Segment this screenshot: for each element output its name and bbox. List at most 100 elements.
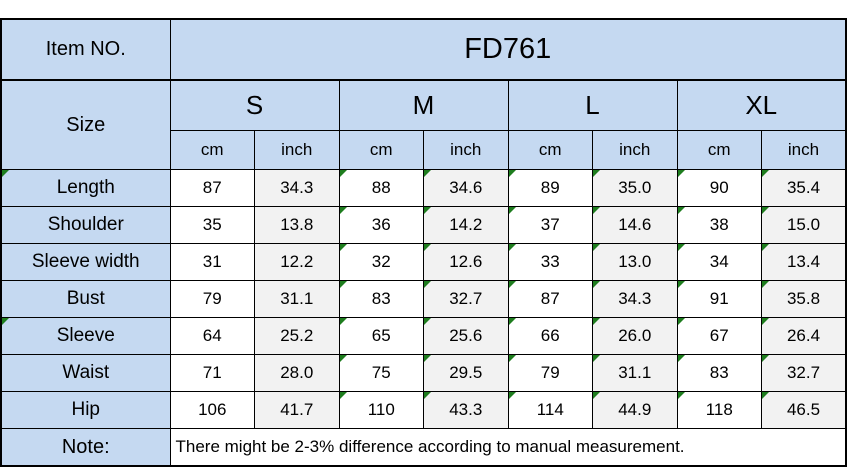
table-cell: 35.4: [761, 169, 847, 207]
size-header-row: Size S M L XL: [0, 79, 847, 170]
green-corner-flag-icon: [762, 244, 769, 251]
cell-value: 15.0: [786, 215, 821, 234]
table-cell: 13.0: [592, 243, 678, 281]
cell-value: 34.3: [618, 289, 652, 308]
cell-value: 35.0: [618, 178, 652, 197]
table-cell: 87: [169, 169, 255, 207]
unit-header-row: cm inch cm inch cm inch cm inch: [1, 130, 847, 170]
table-row-hip: Hip 106 41.7 110 43.3 114 44.9 118 46.5: [0, 391, 847, 429]
table-cell: 44.9: [592, 391, 678, 429]
green-corner-flag-icon: [677, 244, 685, 251]
green-corner-flag-icon: [762, 207, 769, 214]
green-corner-flag-icon: [508, 318, 516, 325]
table-cell: 25.6: [423, 317, 509, 355]
table-cell: 36: [338, 206, 424, 244]
table-cell: 106: [169, 391, 255, 429]
table-cell: 37: [507, 206, 593, 244]
cell-value: 35.4: [786, 178, 821, 197]
green-corner-flag-icon: [2, 170, 9, 177]
unit-header: inch: [423, 130, 509, 170]
table-cell: 35: [169, 206, 255, 244]
table-cell: 31.1: [592, 354, 678, 392]
cell-value: 44.9: [618, 400, 652, 419]
green-corner-flag-icon: [508, 244, 516, 251]
green-corner-flag-icon: [508, 355, 516, 362]
table-cell: 43.3: [423, 391, 509, 429]
green-corner-flag-icon: [508, 281, 516, 288]
table-cell: 110: [338, 391, 424, 429]
cell-value: 83: [709, 363, 729, 382]
green-corner-flag-icon: [339, 281, 347, 288]
cell-value: 13.0: [618, 252, 652, 271]
green-corner-flag-icon: [424, 355, 431, 362]
row-label-waist: Waist: [0, 354, 171, 392]
green-corner-flag-icon: [339, 392, 347, 399]
green-corner-flag-icon: [677, 170, 685, 177]
cell-value: 89: [540, 178, 560, 197]
table-cell: 38: [676, 206, 762, 244]
cell-value: 38: [709, 215, 729, 234]
row-label-text: Sleeve: [56, 325, 115, 346]
table-cell: 41.7: [254, 391, 340, 429]
green-corner-flag-icon: [677, 318, 685, 325]
green-corner-flag-icon: [593, 281, 600, 288]
table-cell: 14.2: [423, 206, 509, 244]
table-cell: 71: [169, 354, 255, 392]
cell-value: 118: [705, 400, 733, 419]
note-text: There might be 2-3% difference according…: [169, 428, 847, 467]
cell-value: 32.7: [786, 363, 821, 382]
green-corner-flag-icon: [593, 207, 600, 214]
green-corner-flag-icon: [2, 318, 9, 325]
table-cell: 25.2: [254, 317, 340, 355]
table-cell: 35.8: [761, 280, 847, 318]
table-cell: 28.0: [254, 354, 340, 392]
cell-value: 43.3: [449, 400, 483, 419]
cell-value: 83: [371, 289, 391, 308]
cell-value: 91: [709, 289, 729, 308]
cell-value: 34.6: [449, 178, 483, 197]
cell-value: 36: [371, 215, 391, 234]
green-corner-flag-icon: [339, 355, 347, 362]
unit-header: cm: [338, 130, 424, 170]
size-chart-table: Item NO. FD761 Size S M L XL cm inch cm …: [0, 18, 847, 467]
table-cell: 26.4: [761, 317, 847, 355]
unit-header: inch: [592, 130, 678, 170]
cell-value: 34: [709, 252, 729, 271]
table-row-length: Length 87 34.3 88 34.6 89 35.0 90 35.4: [0, 169, 847, 207]
table-cell: 15.0: [761, 206, 847, 244]
table-row-waist: Waist 71 28.0 75 29.5 79 31.1 83 32.7: [0, 354, 847, 392]
green-corner-flag-icon: [593, 392, 600, 399]
green-corner-flag-icon: [424, 318, 431, 325]
size-col-m: M: [338, 79, 509, 131]
cell-value: 13.4: [786, 252, 821, 271]
table-cell: 46.5: [761, 391, 847, 429]
green-corner-flag-icon: [424, 281, 431, 288]
green-corner-flag-icon: [677, 281, 685, 288]
green-corner-flag-icon: [508, 170, 516, 177]
cell-value: 32: [371, 252, 391, 271]
table-cell: 90: [676, 169, 762, 207]
green-corner-flag-icon: [508, 207, 516, 214]
cell-value: 114: [536, 400, 564, 419]
table-row-sleeve: Sleeve 64 25.2 65 25.6 66 26.0 67 26.4: [0, 317, 847, 355]
unit-header: inch: [254, 130, 340, 170]
table-cell: 32.7: [423, 280, 509, 318]
cell-value: 87: [540, 289, 560, 308]
table-cell: 66: [507, 317, 593, 355]
green-corner-flag-icon: [339, 318, 347, 325]
table-cell: 34.3: [592, 280, 678, 318]
cell-value: 29.5: [449, 363, 483, 382]
green-corner-flag-icon: [593, 170, 600, 177]
table-cell: 31.1: [254, 280, 340, 318]
green-corner-flag-icon: [339, 170, 347, 177]
table-cell: 32: [338, 243, 424, 281]
unit-header: inch: [761, 130, 847, 170]
cell-value: 110: [367, 400, 395, 419]
table-cell: 13.8: [254, 206, 340, 244]
cell-value: 14.6: [618, 215, 652, 234]
green-corner-flag-icon: [339, 244, 347, 251]
green-corner-flag-icon: [677, 207, 685, 214]
size-col-xl: XL: [676, 79, 847, 131]
item-no-header: Item NO.: [0, 18, 171, 81]
row-label-sleeve: Sleeve: [0, 317, 171, 355]
